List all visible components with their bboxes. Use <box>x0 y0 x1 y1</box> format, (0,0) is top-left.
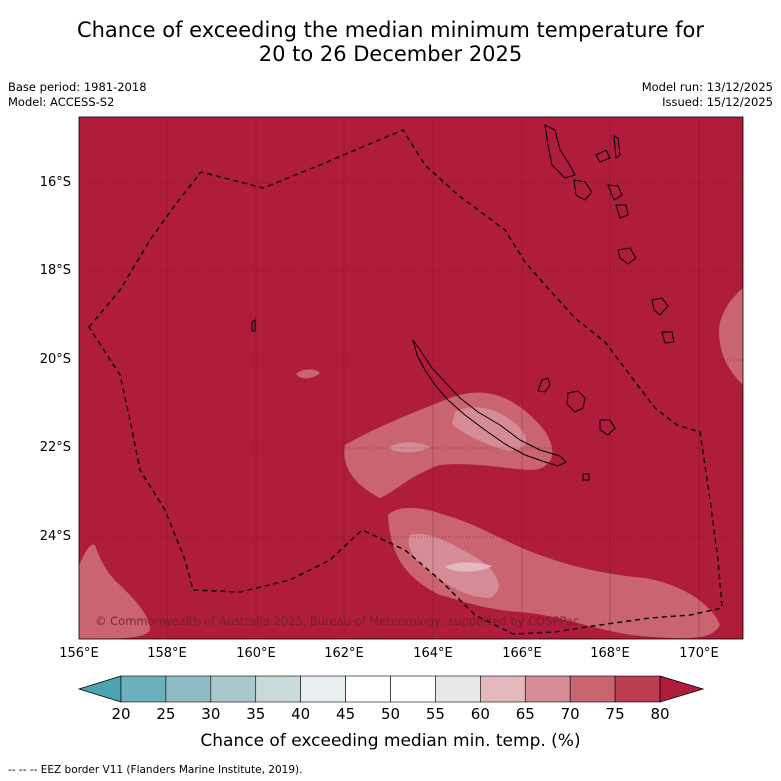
colorbar-tick-label: 55 <box>425 705 445 723</box>
colorbar-segment <box>569 675 616 703</box>
vanuatu-malakula <box>573 179 593 201</box>
colorbar-tick-label: 75 <box>605 705 625 723</box>
vanuatu-aneityum <box>661 331 675 344</box>
colorbar-tick-label: 25 <box>156 705 176 723</box>
lon-label: 156°E <box>59 646 99 661</box>
map-panel <box>79 117 743 639</box>
model-name: Model: ACCESS-S2 <box>8 95 115 109</box>
contour-band-70-east <box>719 288 743 385</box>
loyalty-islands-mare <box>599 419 616 436</box>
colorbar-segment <box>480 675 526 703</box>
lon-label: 162°E <box>324 646 364 661</box>
colorbar-title: Chance of exceeding median min. temp. (%… <box>200 731 581 751</box>
colorbar-segments <box>120 675 661 703</box>
vanuatu-erromango <box>617 247 637 265</box>
title-line-1: Chance of exceeding the median minimum t… <box>76 18 705 42</box>
colorbar-tick-label: 30 <box>201 705 221 723</box>
contour-band-70-west <box>79 544 150 639</box>
loyalty-islands-lifou <box>566 390 586 413</box>
colorbar-tick-label: 60 <box>470 705 490 723</box>
base-period: Base period: 1981-2018 <box>8 80 147 94</box>
contour-band-60-south <box>445 562 492 572</box>
colorbar-segment <box>255 675 301 703</box>
new-caledonia-grande-terre <box>412 339 567 467</box>
colorbar-segment <box>165 675 212 703</box>
colorbar-tick-label: 20 <box>111 705 131 723</box>
colorbar-tick-label: 40 <box>291 705 311 723</box>
colorbar-tick-label: 35 <box>246 705 266 723</box>
chesterfield-reef <box>251 319 256 332</box>
colorbar-tick-label: 65 <box>515 705 535 723</box>
lon-label: 166°E <box>502 646 542 661</box>
issued-date: Issued: 15/12/2025 <box>662 95 773 109</box>
meridians <box>166 117 700 639</box>
meta-left: Base period: 1981-2018 Model: ACCESS-S2 <box>8 80 147 110</box>
vanuatu-central <box>607 184 623 201</box>
vanuatu-efate <box>595 149 611 163</box>
ile-des-pins <box>582 473 590 481</box>
title-line-2: 20 to 26 December 2025 <box>258 42 523 66</box>
colorbar-extend-high <box>659 675 705 703</box>
lat-label: 16°S <box>39 175 71 190</box>
meta-right: Model run: 13/12/2025 Issued: 15/12/2025 <box>642 80 773 110</box>
colorbar-segment <box>210 675 257 703</box>
loyalty-islands-ouvea <box>537 377 551 393</box>
lon-label: 164°E <box>413 646 453 661</box>
lon-label: 158°E <box>147 646 187 661</box>
contour-band-65-central <box>452 407 526 451</box>
colorbar-segment <box>435 675 481 703</box>
colorbar-extend-low <box>77 675 122 703</box>
lat-label: 18°S <box>39 263 71 278</box>
vanuatu-tanna <box>651 297 669 316</box>
colorbar-tick-label: 80 <box>650 705 670 723</box>
colorbar <box>77 675 705 703</box>
colorbar-segment <box>390 675 436 703</box>
eez-border <box>88 129 723 635</box>
vanuatu-efate-south <box>615 204 629 219</box>
colorbar-segment <box>524 675 571 703</box>
copyright-notice: © Commonwealth of Australia 2025, Bureau… <box>95 614 580 628</box>
map-title: Chance of exceeding the median minimum t… <box>0 18 781 66</box>
map-frame <box>78 116 744 640</box>
lat-label: 20°S <box>39 352 71 367</box>
colorbar-tick-label: 50 <box>380 705 401 723</box>
contour-band-65-small <box>388 442 430 453</box>
colorbar-segment <box>120 675 167 703</box>
lon-label: 160°E <box>236 646 276 661</box>
lat-label: 24°S <box>39 529 71 544</box>
vanuatu-pentecost <box>613 135 621 159</box>
lon-label: 168°E <box>590 646 630 661</box>
vanuatu-espiritu-santo <box>544 124 576 179</box>
eez-legend-footer: -- -- -- EEZ border V11 (Flanders Marine… <box>8 764 303 776</box>
lat-label: 22°S <box>39 440 71 455</box>
model-run: Model run: 13/12/2025 <box>641 80 773 94</box>
colorbar-segment <box>614 675 661 703</box>
colorbar-segment <box>345 675 391 703</box>
colorbar-tick-label: 45 <box>336 705 356 723</box>
colorbar-segment <box>300 675 346 703</box>
contour-band-70-small <box>296 369 320 379</box>
contour-band-70-south <box>388 507 720 639</box>
colorbar-tick-label: 70 <box>560 705 580 723</box>
lon-label: 170°E <box>679 646 719 661</box>
